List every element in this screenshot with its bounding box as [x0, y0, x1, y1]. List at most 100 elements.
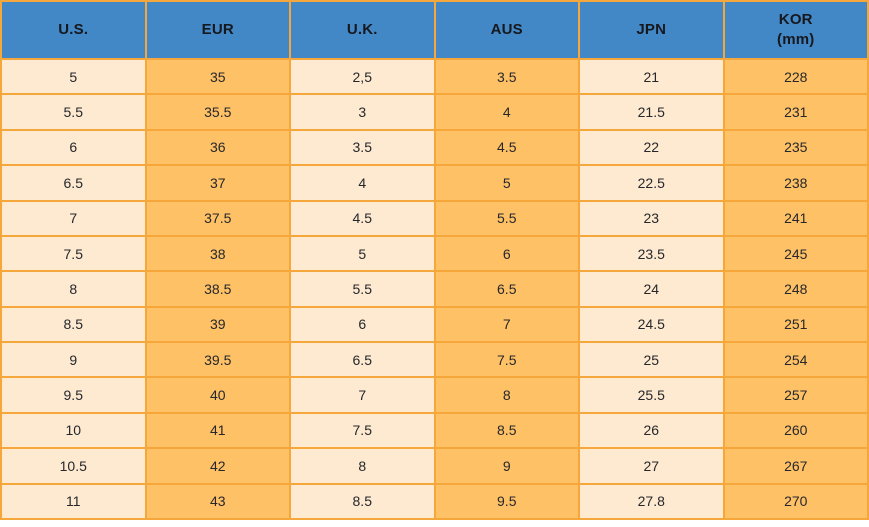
cell-uk: 6 [289, 305, 436, 344]
cell-aus: 9 [433, 447, 580, 485]
cell-us: 10.5 [0, 447, 147, 485]
table-row: 10.5 42 8 9 27 267 [0, 447, 869, 485]
cell-jpn: 21 [578, 57, 725, 96]
column-header-us: U.S. [0, 0, 147, 60]
table-row: 6 36 3.5 4.5 22 235 [0, 128, 869, 167]
cell-kor: 231 [722, 93, 869, 131]
cell-jpn: 22 [578, 128, 725, 167]
cell-uk: 7 [289, 376, 436, 414]
cell-jpn: 23 [578, 199, 725, 237]
column-header-jpn: JPN [578, 0, 725, 60]
cell-uk: 8 [289, 447, 436, 485]
table-row: 9 39.5 6.5 7.5 25 254 [0, 340, 869, 379]
cell-us: 9.5 [0, 376, 147, 414]
cell-aus: 6 [433, 234, 580, 273]
cell-aus: 7 [433, 305, 580, 344]
cell-us: 9 [0, 340, 147, 379]
cell-jpn: 21.5 [578, 93, 725, 131]
column-header-aus: AUS [433, 0, 580, 60]
table-row: 10 41 7.5 8.5 26 260 [0, 411, 869, 450]
cell-us: 7.5 [0, 234, 147, 273]
cell-kor: 267 [722, 447, 869, 485]
cell-aus: 4.5 [433, 128, 580, 167]
cell-kor: 235 [722, 128, 869, 167]
cell-aus: 5.5 [433, 199, 580, 237]
cell-kor: 238 [722, 164, 869, 202]
cell-aus: 5 [433, 164, 580, 202]
cell-kor: 228 [722, 57, 869, 96]
cell-uk: 8.5 [289, 482, 436, 520]
cell-eur: 35.5 [144, 93, 291, 131]
cell-kor: 270 [722, 482, 869, 520]
table-row: 7.5 38 5 6 23.5 245 [0, 234, 869, 273]
table-row: 9.5 40 7 8 25.5 257 [0, 376, 869, 414]
cell-uk: 5 [289, 234, 436, 273]
cell-jpn: 25 [578, 340, 725, 379]
cell-uk: 6.5 [289, 340, 436, 379]
cell-kor: 248 [722, 270, 869, 308]
cell-us: 8.5 [0, 305, 147, 344]
cell-jpn: 23.5 [578, 234, 725, 273]
cell-eur: 42 [144, 447, 291, 485]
cell-eur: 37.5 [144, 199, 291, 237]
cell-kor: 254 [722, 340, 869, 379]
cell-eur: 39 [144, 305, 291, 344]
cell-kor: 251 [722, 305, 869, 344]
cell-us: 5 [0, 57, 147, 96]
cell-eur: 38.5 [144, 270, 291, 308]
table-header-row: U.S. EUR U.K. AUS JPN KOR (mm) [0, 0, 869, 60]
table-row: 5 35 2,5 3.5 21 228 [0, 57, 869, 96]
cell-uk: 7.5 [289, 411, 436, 450]
cell-us: 11 [0, 482, 147, 520]
cell-us: 8 [0, 270, 147, 308]
cell-eur: 35 [144, 57, 291, 96]
cell-eur: 37 [144, 164, 291, 202]
cell-kor: 245 [722, 234, 869, 273]
cell-kor: 241 [722, 199, 869, 237]
cell-jpn: 27.8 [578, 482, 725, 520]
column-header-uk: U.K. [289, 0, 436, 60]
cell-eur: 39.5 [144, 340, 291, 379]
cell-eur: 40 [144, 376, 291, 414]
table-row: 7 37.5 4.5 5.5 23 241 [0, 199, 869, 237]
cell-uk: 3 [289, 93, 436, 131]
table-row: 8 38.5 5.5 6.5 24 248 [0, 270, 869, 308]
column-header-kor: KOR (mm) [722, 0, 869, 60]
cell-eur: 43 [144, 482, 291, 520]
cell-eur: 41 [144, 411, 291, 450]
cell-aus: 8.5 [433, 411, 580, 450]
table-body: 5 35 2,5 3.5 21 228 5.5 35.5 3 4 21.5 231 6 36 3.5 4.5 2… [0, 57, 869, 520]
cell-eur: 38 [144, 234, 291, 273]
cell-us: 7 [0, 199, 147, 237]
cell-us: 5.5 [0, 93, 147, 131]
cell-us: 6.5 [0, 164, 147, 202]
table-header: U.S. EUR U.K. AUS JPN KOR (mm) [0, 0, 869, 60]
cell-us: 10 [0, 411, 147, 450]
cell-uk: 4.5 [289, 199, 436, 237]
cell-uk: 2,5 [289, 57, 436, 96]
cell-jpn: 24.5 [578, 305, 725, 344]
cell-aus: 8 [433, 376, 580, 414]
cell-aus: 7.5 [433, 340, 580, 379]
cell-aus: 4 [433, 93, 580, 131]
cell-aus: 6.5 [433, 270, 580, 308]
cell-uk: 5.5 [289, 270, 436, 308]
cell-us: 6 [0, 128, 147, 167]
cell-jpn: 24 [578, 270, 725, 308]
cell-kor: 260 [722, 411, 869, 450]
cell-aus: 3.5 [433, 57, 580, 96]
cell-eur: 36 [144, 128, 291, 167]
cell-jpn: 25.5 [578, 376, 725, 414]
cell-jpn: 22.5 [578, 164, 725, 202]
cell-uk: 4 [289, 164, 436, 202]
table-row: 6.5 37 4 5 22.5 238 [0, 164, 869, 202]
column-header-eur: EUR [144, 0, 291, 60]
table-row: 8.5 39 6 7 24.5 251 [0, 305, 869, 344]
cell-jpn: 27 [578, 447, 725, 485]
cell-jpn: 26 [578, 411, 725, 450]
table-row: 5.5 35.5 3 4 21.5 231 [0, 93, 869, 131]
table-row: 11 43 8.5 9.5 27.8 270 [0, 482, 869, 520]
cell-uk: 3.5 [289, 128, 436, 167]
